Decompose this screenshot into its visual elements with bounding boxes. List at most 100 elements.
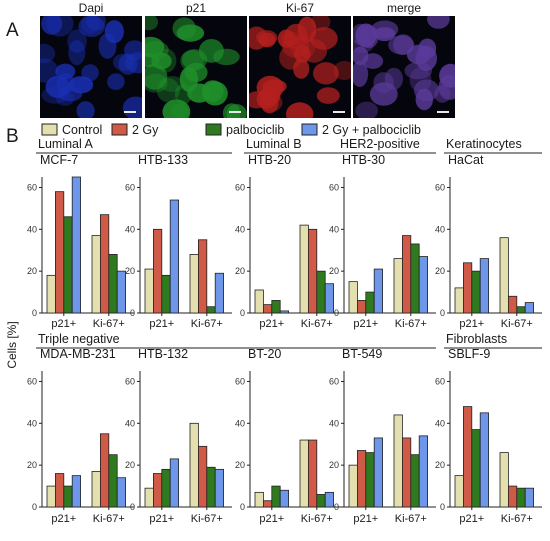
bar xyxy=(206,306,216,314)
y-tick-label: 60 xyxy=(125,376,135,386)
micrograph-label: p21 xyxy=(186,1,206,15)
y-tick-label: 60 xyxy=(125,182,135,192)
bar xyxy=(55,473,65,508)
cell-nucleus xyxy=(162,99,191,118)
x-tick-label: p21+ xyxy=(51,318,76,330)
bar xyxy=(373,268,384,314)
y-tick-label: 60 xyxy=(435,182,445,192)
y-tick-label: 0 xyxy=(334,308,339,318)
cell-nucleus xyxy=(145,63,168,90)
cell-nucleus xyxy=(362,53,384,69)
legend-label: palbociclib xyxy=(226,123,284,137)
bar xyxy=(499,237,509,314)
x-tick-label: p21+ xyxy=(353,513,378,525)
x-tick-label: p21+ xyxy=(259,513,284,525)
cell-nucleus xyxy=(145,41,169,59)
y-tick-label: 20 xyxy=(27,460,37,470)
cell-nucleus xyxy=(353,61,369,87)
bar xyxy=(393,258,403,314)
bar xyxy=(471,270,481,314)
cell-nucleus xyxy=(316,87,340,104)
cell-nucleus xyxy=(179,66,198,92)
bar xyxy=(63,216,73,314)
bar xyxy=(152,473,163,508)
y-tick-label: 20 xyxy=(235,460,245,470)
legend-swatch xyxy=(205,123,222,136)
y-tick-label: 0 xyxy=(440,308,445,318)
y-tick-label: 20 xyxy=(235,266,245,276)
x-tick-label: Ki-67+ xyxy=(301,318,333,330)
cell-nucleus xyxy=(313,62,339,85)
micrograph-ki67 xyxy=(249,16,351,118)
group-header: Luminal B xyxy=(246,137,302,151)
cell-nucleus xyxy=(55,63,76,80)
bar xyxy=(307,439,318,508)
cell-nucleus xyxy=(427,16,450,29)
cell-nucleus xyxy=(371,20,399,39)
bar xyxy=(71,176,81,314)
y-tick-label: 20 xyxy=(125,266,135,276)
bar xyxy=(100,433,110,508)
legend-swatch xyxy=(301,123,318,136)
bar xyxy=(499,452,509,508)
cell-nucleus xyxy=(86,16,107,31)
y-tick-label: 60 xyxy=(235,376,245,386)
y-tick-label: 20 xyxy=(435,460,445,470)
y-tick-label: 40 xyxy=(435,224,445,234)
cell-nucleus xyxy=(41,16,63,35)
cell-nucleus xyxy=(104,20,124,44)
group-header: Keratinocytes xyxy=(446,137,522,151)
bar xyxy=(462,406,473,508)
cell-nucleus xyxy=(80,16,101,34)
panel-title: MCF-7 xyxy=(40,153,78,167)
micrograph-canvas xyxy=(249,16,351,118)
x-tick-label: Ki-67+ xyxy=(301,513,333,525)
x-tick-label: Ki-67+ xyxy=(395,513,427,525)
x-tick-label: p21+ xyxy=(149,318,174,330)
bar xyxy=(169,199,179,314)
cell-nucleus xyxy=(409,67,432,93)
cell-nucleus xyxy=(76,101,95,118)
bar xyxy=(254,289,264,314)
panel-title: HTB-30 xyxy=(342,153,385,167)
bar xyxy=(479,258,490,314)
bar xyxy=(279,310,290,314)
bar xyxy=(454,475,464,508)
cell-nucleus xyxy=(45,75,70,98)
bar xyxy=(55,191,65,314)
bar xyxy=(316,494,326,508)
cell-nucleus xyxy=(310,16,331,31)
bar xyxy=(401,437,412,508)
cell-nucleus xyxy=(201,80,224,102)
y-tick-label: 60 xyxy=(27,182,37,192)
bar xyxy=(418,435,429,508)
x-tick-label: Ki-67+ xyxy=(191,318,223,330)
cell-nucleus xyxy=(294,45,311,63)
y-tick-label: 0 xyxy=(130,308,135,318)
y-tick-label: 60 xyxy=(435,376,445,386)
x-tick-label: Ki-67+ xyxy=(93,513,125,525)
panel-title: HTB-132 xyxy=(138,347,188,361)
bar xyxy=(169,458,179,508)
bar xyxy=(189,422,199,508)
bar xyxy=(144,487,154,508)
bar xyxy=(116,477,126,508)
cell-nucleus xyxy=(180,50,204,72)
cell-nucleus xyxy=(353,38,374,53)
bar xyxy=(279,489,290,508)
bar xyxy=(393,414,403,508)
group-header: HER2-positive xyxy=(340,137,420,151)
panel-title: SBLF-9 xyxy=(448,347,490,361)
bar xyxy=(316,270,326,314)
bar xyxy=(108,454,118,508)
bar xyxy=(418,256,429,314)
cell-nucleus xyxy=(369,82,398,106)
bar xyxy=(100,214,110,314)
bar xyxy=(71,475,81,508)
bar xyxy=(524,302,535,314)
bar xyxy=(479,412,490,508)
cell-nucleus xyxy=(258,32,276,48)
bar xyxy=(63,485,73,508)
x-tick-label: p21+ xyxy=(459,513,484,525)
cell-nucleus xyxy=(68,76,94,94)
